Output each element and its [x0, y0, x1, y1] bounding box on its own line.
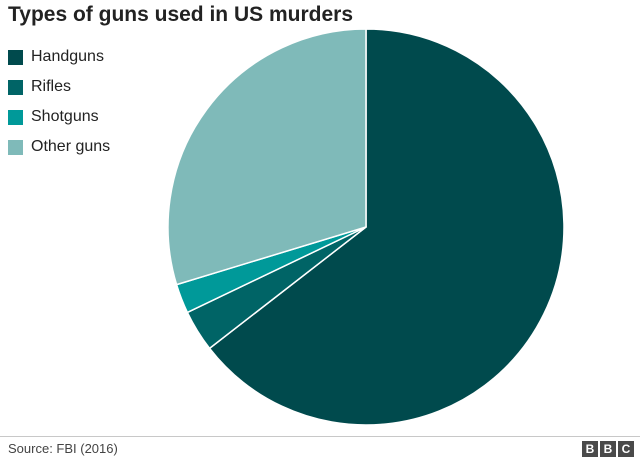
legend: Handguns Rifles Shotguns Other guns	[8, 42, 110, 162]
legend-swatch-rifles	[8, 79, 23, 95]
legend-label-shotguns: Shotguns	[31, 108, 99, 125]
legend-item-rifles: Rifles	[8, 72, 110, 102]
pie-slice-other-guns	[167, 28, 367, 286]
legend-item-handguns: Handguns	[8, 42, 110, 72]
legend-label-rifles: Rifles	[31, 78, 72, 95]
footer-divider	[0, 436, 640, 437]
legend-item-other-guns: Other guns	[8, 132, 110, 162]
bbc-logo-letter: C	[618, 441, 634, 457]
chart-title: Types of guns used in US murders	[8, 3, 354, 26]
legend-item-shotguns: Shotguns	[8, 102, 110, 132]
bbc-logo: B B C	[582, 441, 634, 457]
legend-swatch-other-guns	[8, 139, 23, 155]
legend-label-other-guns: Other guns	[31, 138, 111, 155]
legend-swatch-handguns	[8, 49, 23, 65]
pie-chart	[167, 28, 565, 426]
legend-swatch-shotguns	[8, 109, 23, 125]
source-note: Source: FBI (2016)	[8, 441, 118, 456]
bbc-logo-letter: B	[600, 441, 616, 457]
pie-slice-handguns	[208, 28, 565, 426]
bbc-logo-letter: B	[582, 441, 598, 457]
legend-label-handguns: Handguns	[31, 48, 104, 65]
